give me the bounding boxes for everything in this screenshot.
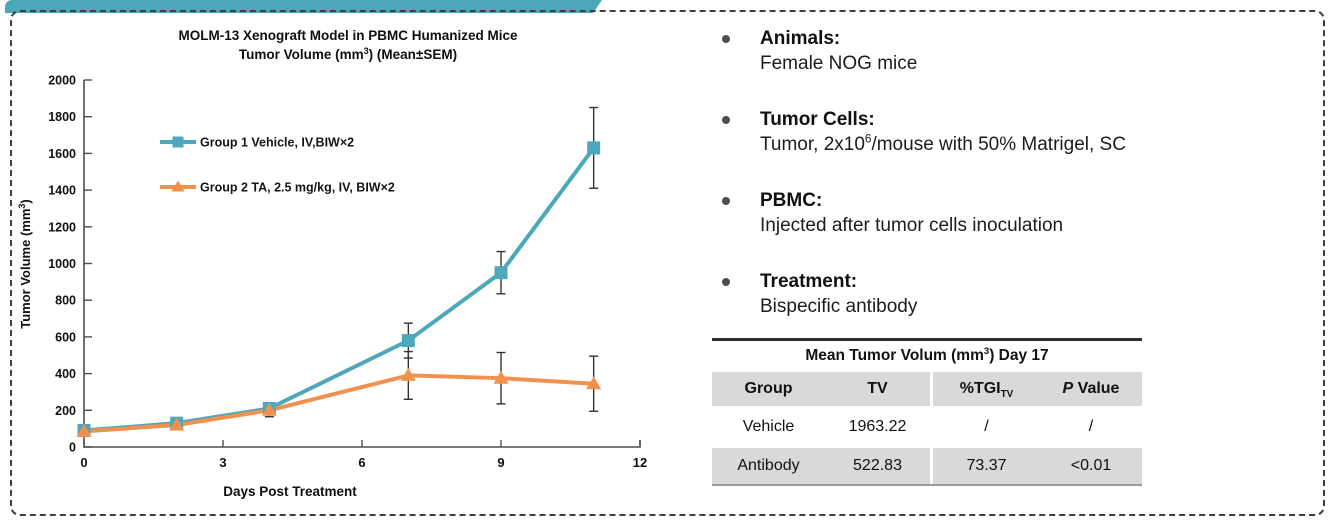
data-point-marker xyxy=(586,376,602,390)
bullet-icon xyxy=(722,35,730,43)
table-title: Mean Tumor Volum (mm3) Day 17 xyxy=(805,345,1049,364)
table-cell: 1963.22 xyxy=(825,409,933,445)
legend-label: Group 2 TA, 2.5 mg/kg, IV, BIW×2 xyxy=(200,181,395,195)
bullet-item: Tumor Cells: Tumor, 2x106/mouse with 50% … xyxy=(712,107,1312,157)
tspan: Tumor Volume (mm xyxy=(18,209,33,329)
bullet-body: Tumor, 2x106/mouse with 50% Matrigel, SC xyxy=(760,132,1126,155)
data-point-marker xyxy=(261,402,277,416)
bullet-item: PBMC: Injected after tumor cells inoculat… xyxy=(712,188,1312,238)
table-cell: Antibody xyxy=(712,448,825,484)
bullet-item: Animals: Female NOG mice xyxy=(712,26,1312,76)
chart-axis xyxy=(83,80,641,448)
table-cell: 522.83 xyxy=(825,448,933,484)
teal-accent-bar xyxy=(5,0,602,13)
data-point-marker xyxy=(171,180,185,192)
bullet-body: Injected after tumor cells inoculation xyxy=(760,215,1064,236)
x-tick-label: 9 xyxy=(497,455,504,470)
x-tick-label: 6 xyxy=(358,455,365,470)
table-header-tgi: %TGITV xyxy=(933,372,1040,406)
table-grid: Group TV %TGITV P Value Vehicle 1963.22//… xyxy=(712,372,1142,484)
y-axis-label: Tumor Volume (mm3) xyxy=(17,199,33,329)
bullet-item: Treatment: Bispecific antibody xyxy=(712,269,1312,319)
table-cell: Vehicle xyxy=(712,409,825,445)
x-axis-label: Days Post Treatment xyxy=(223,484,357,499)
bullet-icon xyxy=(722,197,730,205)
bullet-text: Animals: Female NOG mice xyxy=(760,26,917,76)
table-cell: <0.01 xyxy=(1040,448,1142,484)
table-cell: / xyxy=(933,409,1040,445)
chart-title-line2: Tumor Volume (mm3) (Mean±SEM) xyxy=(239,46,457,62)
error-bars-0 xyxy=(79,106,599,434)
y-tick-label: 1800 xyxy=(48,110,76,124)
y-tick-label: 1600 xyxy=(48,147,76,161)
data-point-marker xyxy=(401,334,415,348)
tspan: ) (Mean±SEM) xyxy=(369,47,457,62)
series-line-1 xyxy=(83,373,594,434)
table-header-group: Group xyxy=(712,372,825,406)
y-tick-label: 600 xyxy=(55,330,76,344)
data-point-marker xyxy=(493,370,509,384)
table-cell: / xyxy=(1040,409,1142,445)
tspan: 3 xyxy=(364,46,369,56)
tumor-volume-chart: 0 200 400 600 800 1000 1200 1400 1600 1800 2000 0 3 6… xyxy=(17,28,647,499)
tspan: Tumor Volume (mm xyxy=(239,47,364,62)
y-tick-label: 200 xyxy=(55,404,76,418)
y-tick-label: 400 xyxy=(55,367,76,381)
data-point-marker xyxy=(172,136,184,148)
tspan: ) xyxy=(18,199,33,203)
bullet-icon xyxy=(722,278,730,286)
bullet-icon xyxy=(722,116,730,124)
data-point-marker xyxy=(587,141,601,155)
bullet-label: PBMC: xyxy=(760,190,823,211)
bullet-body: Female NOG mice xyxy=(760,53,918,74)
bullet-label: Treatment: xyxy=(760,271,858,292)
results-table: Mean Tumor Volum (mm3) Day 17 Group TV %… xyxy=(712,338,1142,486)
data-point-marker xyxy=(494,266,508,280)
bullet-body: Bispecific antibody xyxy=(760,296,918,317)
tspan: 3 xyxy=(17,204,27,209)
bullet-text: Treatment: Bispecific antibody xyxy=(760,269,917,319)
data-point-marker xyxy=(169,417,185,431)
bullet-text: Tumor Cells: Tumor, 2x106/mouse with 50% … xyxy=(760,107,1126,157)
chart-title-line1: MOLM-13 Xenograft Model in PBMC Humanize… xyxy=(178,28,518,43)
bullet-text: PBMC: Injected after tumor cells inoculat… xyxy=(760,188,1063,238)
data-point-marker xyxy=(400,367,416,381)
legend-entry-0: Group 1 Vehicle, IV,BIW×2 xyxy=(160,136,354,150)
tumor-volume-chart-svg: 0 200 400 600 800 1000 1200 1400 1600 1800 2000 0 3 6… xyxy=(17,28,647,499)
y-tick-label: 0 xyxy=(69,441,76,455)
table-header-tv: TV xyxy=(825,372,933,406)
y-tick-label: 1200 xyxy=(48,220,76,234)
y-tick-label: 2000 xyxy=(48,74,76,88)
y-tick-label: 1400 xyxy=(48,184,76,198)
x-tick-label: 0 xyxy=(80,455,87,470)
legend-entry-1: Group 2 TA, 2.5 mg/kg, IV, BIW×2 xyxy=(160,180,395,195)
x-tick-label: 3 xyxy=(219,455,226,470)
y-tick-label: 1000 xyxy=(48,257,76,271)
y-tick-label: 800 xyxy=(55,294,76,308)
bullet-label: Tumor Cells: xyxy=(760,109,875,130)
table-header-pvalue: P Value xyxy=(1040,372,1142,406)
table-cell: 73.37 xyxy=(933,448,1040,484)
data-point-marker xyxy=(76,423,92,437)
bullet-label: Animals: xyxy=(760,28,841,49)
study-info-panel: Animals: Female NOG mice Tumor Cells: Tumor… xyxy=(712,26,1312,350)
x-tick-label: 12 xyxy=(633,455,647,470)
legend-label: Group 1 Vehicle, IV,BIW×2 xyxy=(200,136,354,150)
